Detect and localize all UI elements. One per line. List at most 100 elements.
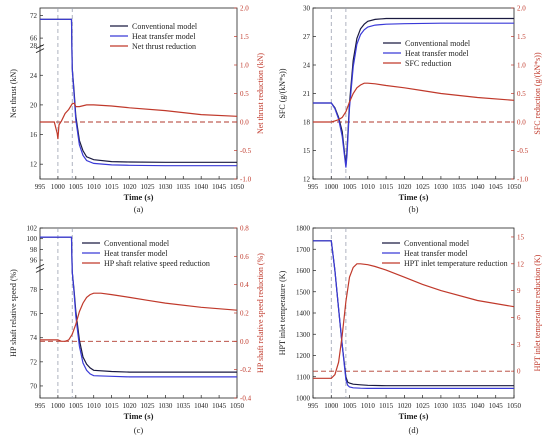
y-tick-label: 98	[30, 246, 38, 254]
y2-tick-label: 0.6	[240, 253, 249, 261]
y-tick-label: 24	[303, 62, 311, 70]
x-tick-label: 1035	[452, 402, 467, 410]
series-line	[40, 292, 238, 342]
x-tick-label: 1000	[51, 183, 66, 191]
panel-caption: (b)	[409, 204, 419, 214]
series-line	[313, 263, 515, 379]
chart-panel-1: 995 1000 1005 1010 1015 1020 1025 1030 1035 1040 1…	[9, 5, 265, 215]
x-tick-label: 1050	[507, 402, 522, 410]
legend-label: Heat transfer model	[404, 249, 468, 258]
y-tick-label: 30	[303, 5, 311, 13]
chart-panel-2: 995 1000 1005 1010 1015 1020 1025 1030 1035 1040 1…	[278, 5, 542, 215]
axis-break-mark	[35, 263, 45, 273]
y-tick-label: 1400	[296, 310, 311, 318]
x-tick-label: 1020	[123, 183, 138, 191]
y2-tick-label: 1.5	[517, 33, 526, 41]
y-tick-label: 72	[30, 358, 38, 366]
legend-label: Conventional model	[405, 39, 471, 48]
y2-tick-label: 9	[517, 287, 521, 295]
y2-tick-label: -1.0	[517, 176, 529, 184]
x-tick-label: 1005	[69, 183, 84, 191]
x-tick-label: 1010	[87, 402, 102, 410]
y-tick-label: 16	[30, 131, 38, 139]
x-tick-label: 1015	[379, 402, 394, 410]
y-tick-label: 1300	[296, 331, 311, 339]
y2-tick-label: 15	[517, 233, 525, 241]
x-tick-label: 1020	[397, 183, 412, 191]
y2-tick-label: 0.0	[240, 338, 249, 346]
x-tick-label: 1030	[158, 402, 173, 410]
x-tick-label: 1020	[123, 402, 138, 410]
x-tick-label: 1050	[230, 402, 245, 410]
x-tick-label: 995	[35, 402, 46, 410]
y-tick-label: 28	[30, 42, 38, 50]
legend-label: Heat transfer model	[132, 32, 196, 41]
y-axis-title: HP shaft relative speed (%)	[9, 269, 18, 357]
series-line	[313, 240, 514, 389]
x-tick-label: 1040	[194, 183, 209, 191]
y-tick-label: 66	[30, 35, 38, 43]
y-tick-label: 27	[303, 33, 311, 41]
x-axis-title: Time (s)	[124, 192, 154, 202]
y-tick-label: 12	[30, 161, 38, 169]
x-tick-label: 1045	[489, 402, 504, 410]
legend-label: Conventional model	[404, 239, 470, 248]
y2-tick-label: -0.4	[240, 395, 252, 403]
y2-tick-label: -0.5	[240, 147, 252, 155]
y2-tick-label: 0.5	[517, 90, 526, 98]
series-line	[40, 236, 237, 378]
x-tick-label: 1010	[361, 402, 376, 410]
legend-label: Net thrust reduction	[132, 42, 196, 51]
y2-tick-label: 0.0	[517, 119, 526, 127]
legend-label: Heat transfer model	[405, 49, 469, 58]
x-tick-label: 1025	[140, 183, 155, 191]
x-tick-label: 1035	[176, 402, 191, 410]
y-tick-label: 96	[30, 257, 38, 265]
y-tick-label: 24	[30, 72, 38, 80]
series-line	[313, 82, 515, 123]
x-axis-title: Time (s)	[399, 411, 429, 421]
x-tick-label: 1045	[212, 183, 227, 191]
series-line	[313, 22, 514, 168]
x-tick-label: 1015	[105, 402, 120, 410]
y2-tick-label: -0.2	[240, 366, 252, 374]
chart-panel-4: 995 1000 1005 1010 1015 1020 1025 1030 1035 1040 1…	[278, 225, 542, 436]
x-tick-label: 1005	[343, 183, 358, 191]
x-tick-label: 995	[35, 183, 46, 191]
y-tick-label: 74	[30, 334, 38, 342]
panel-caption: (c)	[134, 425, 144, 435]
x-tick-label: 1025	[416, 183, 431, 191]
y2-tick-label: 0.0	[240, 119, 249, 127]
y-tick-label: 76	[30, 310, 38, 318]
chart-panel-3: 995 1000 1005 1010 1015 1020 1025 1030 1035 1040 1…	[9, 225, 265, 436]
x-tick-label: 1010	[361, 183, 376, 191]
x-tick-label: 1040	[470, 402, 485, 410]
y2-tick-label: 6	[517, 314, 521, 322]
y2-tick-label: 1.5	[240, 33, 249, 41]
x-tick-label: 1040	[470, 183, 485, 191]
legend-label: HPT inlet temperature reduction	[404, 259, 508, 268]
y2-tick-label: 1.0	[517, 62, 526, 70]
y2-tick-label: -0.5	[517, 147, 529, 155]
x-tick-label: 1035	[176, 183, 191, 191]
x-tick-label: 1005	[69, 402, 84, 410]
x-tick-label: 1045	[489, 183, 504, 191]
legend-label: HP shaft relative speed reduction	[104, 259, 210, 268]
y2-tick-label: 2.0	[240, 5, 249, 13]
y-axis-title: Net thrust (kN)	[9, 69, 18, 118]
series-line	[40, 102, 238, 140]
x-tick-label: 1040	[194, 402, 209, 410]
y2-tick-label: 0.5	[240, 90, 249, 98]
x-tick-label: 1050	[507, 183, 522, 191]
x-tick-label: 1010	[87, 183, 102, 191]
x-tick-label: 1035	[452, 183, 467, 191]
panel-caption: (a)	[134, 204, 144, 214]
x-axis-title: Time (s)	[399, 192, 429, 202]
y2-tick-label: 0	[517, 368, 521, 376]
y2-tick-label: 0.2	[240, 310, 249, 318]
x-tick-label: 995	[308, 183, 319, 191]
